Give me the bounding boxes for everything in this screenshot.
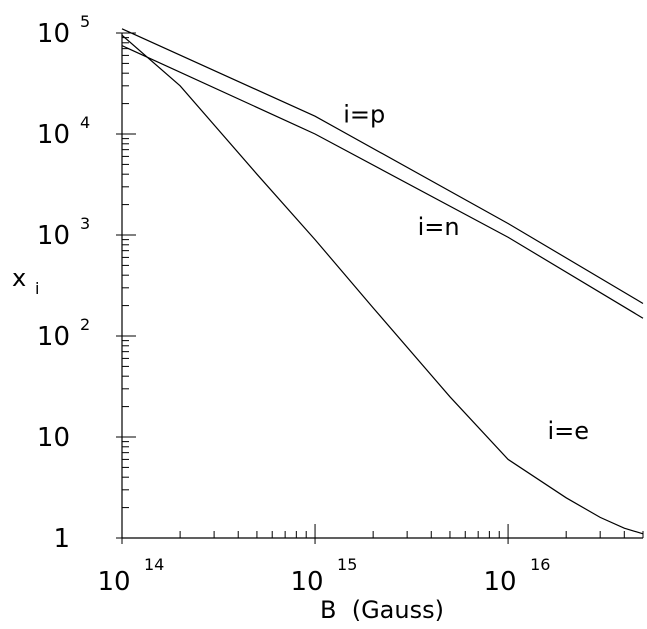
series-label: i=e	[547, 417, 589, 445]
y-tick-label: 10	[37, 322, 70, 352]
y-tick-label: 1	[53, 524, 70, 554]
series-label: i=p	[343, 100, 385, 128]
y-tick-label-exponent: 4	[80, 113, 90, 132]
series-line-ie	[121, 34, 644, 535]
series-labels: i=p i=n i=e	[343, 100, 589, 445]
series-line-in	[121, 45, 644, 319]
y-tick-label: 10	[37, 19, 70, 49]
tick-labels: 10 14 10 15 10 16 1 10 10 2 10 3 10 4 10 5	[37, 12, 551, 597]
y-axis-label-subscript: i	[35, 279, 39, 298]
y-tick-label-exponent: 3	[80, 214, 90, 233]
x-axis-label: B (Gauss)	[320, 596, 444, 624]
x-tick-label: 10	[97, 567, 130, 597]
series-group	[121, 28, 644, 535]
x-tick-label-exponent: 16	[530, 555, 550, 574]
series-label: i=n	[418, 213, 460, 241]
x-tick-label-exponent: 14	[144, 555, 164, 574]
x-tick-label: 10	[290, 567, 323, 597]
plot-frame	[121, 33, 643, 539]
y-tick-label-exponent: 5	[80, 12, 90, 31]
y-tick-label: 10	[37, 423, 70, 453]
y-tick-label-exponent: 2	[80, 315, 90, 334]
x-tick-label-exponent: 15	[337, 555, 357, 574]
y-tick-label: 10	[37, 120, 70, 150]
ticks	[116, 32, 644, 544]
x-tick-label: 10	[484, 567, 517, 597]
series-line-ip	[121, 28, 644, 304]
y-axis-label: x	[12, 264, 26, 292]
y-tick-label: 10	[37, 221, 70, 251]
